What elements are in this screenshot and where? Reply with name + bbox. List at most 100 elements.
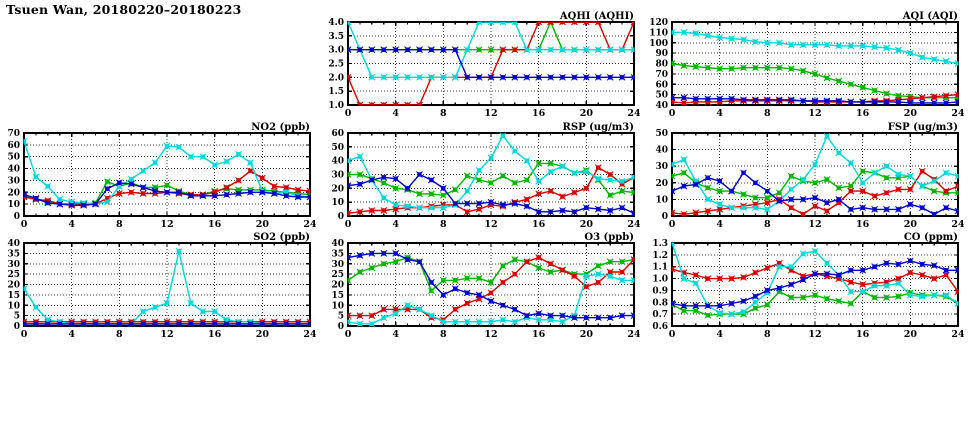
series-red-marker — [488, 290, 494, 295]
series-green-marker — [105, 179, 110, 184]
series-blue-marker — [536, 209, 541, 214]
series-cyan-marker — [800, 42, 806, 47]
series-green-marker — [512, 180, 517, 185]
series-red-marker — [381, 208, 386, 213]
series-red-marker — [932, 276, 937, 281]
x-axis-label: 0 — [21, 329, 28, 340]
series-blue-marker — [693, 303, 698, 308]
y-axis-label: 90 — [655, 49, 668, 59]
series-cyan-marker — [224, 317, 229, 322]
x-axis-label: 20 — [904, 219, 918, 230]
series-cyan-marker — [23, 286, 27, 291]
series-cyan-marker — [596, 47, 601, 52]
series-blue-marker — [800, 98, 806, 103]
series-cyan-marker — [705, 33, 710, 38]
series-red-marker — [955, 92, 959, 97]
series-green-marker — [800, 68, 806, 73]
series-green-marker — [896, 175, 901, 180]
series-red-marker — [260, 175, 265, 181]
series-cyan-marker — [608, 47, 613, 52]
series-cyan-marker — [347, 158, 351, 163]
series-blue-marker — [465, 201, 470, 206]
series-red-marker — [619, 269, 625, 275]
series-blue-marker — [717, 96, 722, 101]
series-cyan-marker — [560, 319, 565, 324]
series-cyan-marker — [429, 313, 434, 318]
series-blue-marker — [212, 321, 217, 327]
series-cyan-marker — [777, 40, 782, 45]
series-blue-marker — [212, 193, 217, 198]
series-cyan-marker — [693, 31, 698, 36]
series-blue-marker — [45, 200, 50, 206]
series-red-marker — [381, 307, 386, 312]
x-axis-label: 4 — [716, 219, 723, 230]
series-blue-marker — [405, 47, 410, 52]
series-cyan-marker — [943, 59, 949, 64]
chart-title-o3: O3 (ppb) — [584, 232, 634, 243]
series-blue-marker — [69, 321, 74, 327]
series-red-marker — [681, 212, 687, 217]
series-cyan-marker — [824, 134, 830, 139]
series-red-marker — [500, 280, 506, 285]
series-green-marker — [488, 47, 494, 52]
series-cyan-marker — [729, 36, 734, 41]
series-cyan-marker — [729, 311, 734, 317]
series-red-marker — [836, 200, 841, 205]
series-red-marker — [693, 272, 698, 278]
y-axis-label: 15 — [7, 291, 20, 301]
chart-rsp: 0 10 20 30 40 50 60 0 4 8 12 16 20 24 RSP (ug/m3) — [322, 120, 641, 236]
x-axis-label: 16 — [856, 329, 870, 340]
series-blue-marker — [789, 97, 794, 102]
series-red-marker — [584, 284, 589, 289]
series-blue-marker — [860, 268, 865, 273]
series-cyan-marker — [548, 47, 553, 52]
series-blue-marker — [584, 315, 589, 320]
series-green-marker — [152, 185, 158, 190]
series-blue-marker — [932, 100, 937, 106]
series-green-marker — [848, 82, 853, 87]
series-blue-marker — [848, 99, 853, 105]
series-cyan-marker — [596, 271, 601, 277]
series-red-marker — [753, 202, 758, 207]
series-blue-marker — [45, 321, 50, 327]
series-red-marker — [932, 94, 937, 99]
chart-title-aqhi: AQHI (AQHI) — [559, 11, 634, 22]
y-axis-label: 40 — [655, 146, 668, 156]
series-cyan-marker — [800, 251, 806, 256]
y-axis-label: 3.5 — [328, 32, 344, 42]
series-blue-marker — [908, 100, 913, 106]
series-blue-marker — [705, 96, 710, 101]
series-cyan-marker — [405, 75, 410, 80]
series-blue-marker — [812, 271, 818, 276]
series-red-marker — [884, 190, 889, 195]
series-cyan-marker — [453, 75, 458, 80]
x-axis-label: 12 — [808, 219, 821, 230]
series-blue-marker — [753, 180, 758, 185]
series-blue-marker — [608, 208, 613, 213]
series-blue-marker — [729, 188, 734, 194]
y-axis-label: 100 — [649, 39, 668, 49]
series-blue-marker — [512, 307, 517, 312]
series-cyan-marker — [572, 170, 577, 176]
series-blue-marker — [188, 321, 193, 327]
series-cyan-marker — [765, 40, 770, 45]
series-green-marker — [741, 192, 746, 197]
series-red-marker — [908, 187, 913, 192]
series-green-marker — [357, 269, 363, 275]
series-red-marker — [560, 194, 565, 199]
x-axis-label: 16 — [532, 329, 546, 340]
series-green-marker — [896, 93, 901, 98]
series-blue-marker — [671, 95, 675, 100]
series-red-marker — [896, 276, 901, 281]
chart-o3: 0 5 10 15 20 25 30 35 40 0 4 8 12 16 20 24 O3 (ppb) — [322, 230, 641, 346]
series-green-marker — [465, 276, 470, 281]
series-cyan-marker — [500, 21, 506, 25]
y-axis-label: 1.2 — [652, 251, 668, 261]
y-axis-label: 60 — [7, 141, 20, 151]
series-green-marker — [596, 263, 601, 268]
x-axis-label: 20 — [904, 329, 918, 340]
series-cyan-marker — [920, 294, 925, 299]
series-red-marker — [584, 21, 589, 25]
series-cyan-marker — [236, 152, 241, 157]
series-red-marker — [465, 209, 470, 214]
